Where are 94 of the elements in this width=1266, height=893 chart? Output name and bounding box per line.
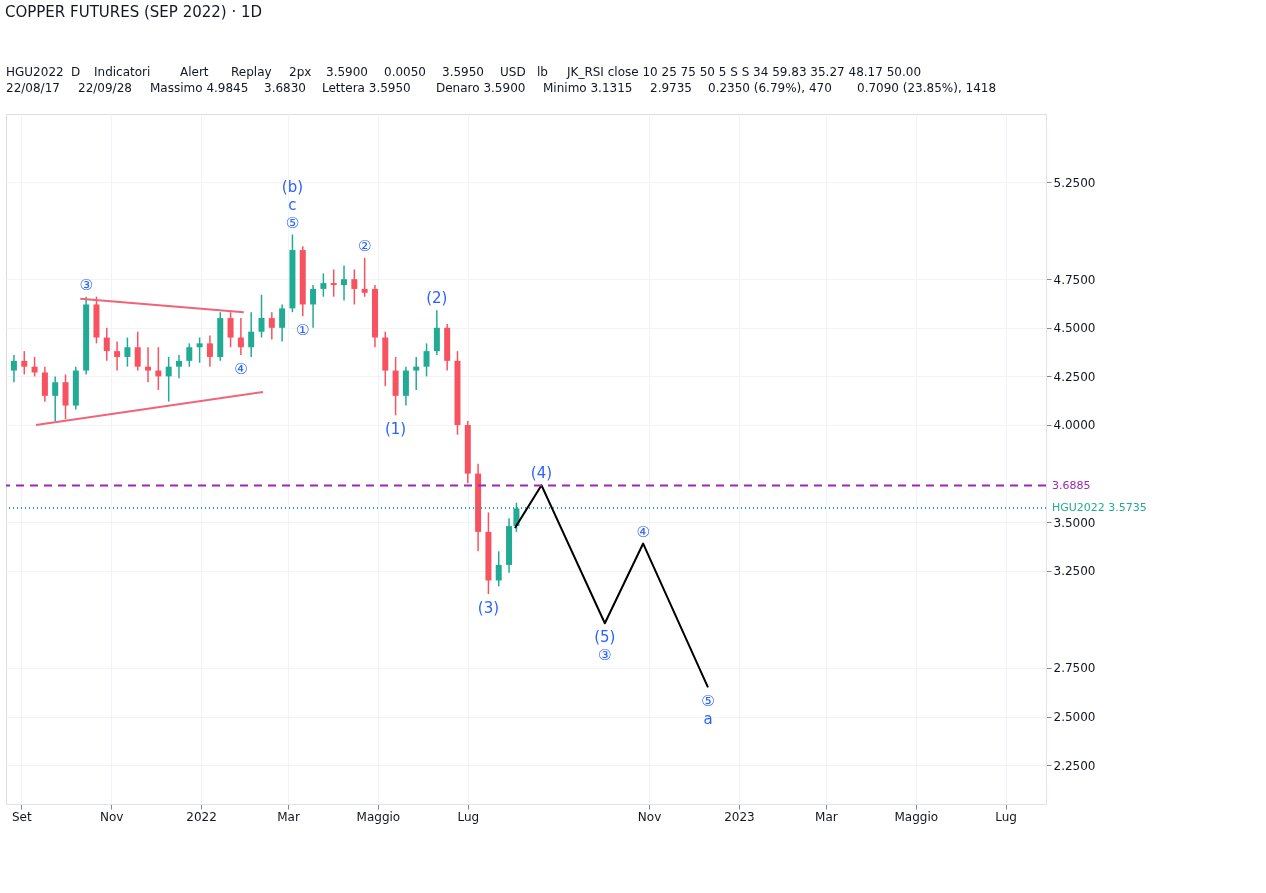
text: 0.2350 (6.79%), 470 [708, 81, 832, 95]
candlestick [341, 264, 348, 302]
x-tick-label: Mar [815, 809, 838, 824]
y-tick-label: 5.2500 [1053, 175, 1096, 190]
y-tick-label: 3.5000 [1053, 515, 1096, 530]
text: Massimo 4.9845 [150, 81, 249, 95]
candlestick [495, 550, 502, 588]
x-tick-label: Nov [99, 809, 124, 824]
candlestick [41, 365, 48, 403]
candlestick [165, 356, 172, 403]
candlestick [248, 311, 255, 358]
candlestick [258, 294, 265, 339]
text: 2.9735 [650, 81, 692, 95]
candlestick [351, 268, 358, 306]
candlestick [62, 373, 69, 420]
text: Lettera 3.5950 [322, 81, 411, 95]
annotation: ④ [636, 522, 650, 541]
annotation: (4) [530, 464, 553, 483]
text: 3.5900 [326, 65, 368, 79]
candlestick [237, 317, 244, 356]
candlestick [268, 311, 275, 341]
y-tick-label: 4.5000 [1053, 321, 1096, 336]
x-tick-label: Nov [637, 809, 662, 824]
annotation: ⑤ [701, 692, 715, 711]
x-tick-label: Lug [995, 809, 1017, 824]
ref-line-label: HGU2022 3.5735 [1052, 500, 1147, 514]
text: 3.5950 [442, 65, 484, 79]
annotation: (3) [477, 599, 500, 618]
y-tick-label: 3.2500 [1053, 564, 1096, 579]
candlestick [206, 334, 213, 368]
candlestick [330, 268, 337, 298]
annotation: a [703, 710, 713, 729]
text: Alert [180, 65, 209, 79]
annotation: (b) [281, 177, 304, 196]
text: 2px [289, 65, 312, 79]
chart-title: COPPER FUTURES (SEP 2022) · 1D [5, 3, 263, 21]
annotation: (2) [426, 289, 448, 308]
x-tick-label: 2022 [186, 809, 217, 824]
y-tick-label: 2.7500 [1053, 661, 1096, 676]
candlestick [10, 354, 17, 383]
candlestick [413, 356, 420, 391]
ref-line-label: 3.6885 [1052, 478, 1091, 492]
candlestick [31, 356, 38, 378]
x-tick-label: Mar [277, 809, 300, 824]
candlestick [134, 330, 141, 372]
candlestick [196, 336, 203, 364]
candlestick [186, 342, 193, 368]
candlestick [175, 354, 182, 380]
text: USD [500, 65, 526, 79]
candlestick [320, 272, 327, 298]
text: Indicatori [94, 65, 151, 79]
text: Minimo 3.1315 [543, 81, 633, 95]
text: 0.7090 (23.85%), 1418 [857, 81, 997, 95]
candlestick [145, 346, 152, 383]
text: 22/08/17 [6, 81, 60, 95]
text: D [71, 65, 81, 79]
candlestick [103, 327, 110, 362]
candlestick [361, 257, 368, 298]
y-tick-label: 4.7500 [1053, 272, 1096, 287]
x-tick-label: Lug [457, 809, 480, 824]
x-tick-label: 2023 [724, 809, 755, 824]
annotation: (5) [594, 628, 616, 647]
y-tick-label: 4.0000 [1053, 418, 1096, 433]
candlestick [114, 340, 121, 372]
text: 3.6830 [264, 81, 306, 95]
annotation: c [288, 195, 297, 214]
candlestick [21, 350, 28, 376]
candlestick [124, 336, 131, 368]
x-tick-label: Maggio [356, 809, 401, 824]
candlestick [279, 303, 286, 343]
candlestick [423, 342, 430, 378]
annotation: ③ [598, 646, 612, 665]
y-tick-label: 2.2500 [1053, 758, 1096, 773]
text: Replay [231, 65, 272, 79]
text: Denaro 3.5900 [436, 81, 526, 95]
text: 0.0050 [384, 65, 426, 79]
candlestick [227, 311, 234, 348]
annotation: (1) [384, 420, 407, 439]
annotation: ⑤ [285, 213, 300, 232]
y-tick-label: 4.2500 [1053, 369, 1096, 384]
candlestick [433, 309, 440, 356]
annotation: ① [296, 321, 310, 340]
annotation: ③ [79, 275, 93, 294]
x-tick-label: Maggio [894, 809, 939, 824]
text: JK_RSI close 10 25 75 50 5 S S 34 59.83 35.27 48.17 50.00 [566, 65, 922, 79]
candlestick [310, 284, 317, 329]
candlestick [52, 375, 59, 422]
y-tick-label: 2.5000 [1053, 710, 1096, 725]
annotation: ④ [234, 360, 248, 379]
text: lb [537, 65, 548, 79]
annotation: ② [357, 236, 372, 255]
text: HGU2022 [6, 65, 64, 79]
x-tick-label: Set [11, 809, 32, 824]
text: 22/09/28 [78, 81, 132, 95]
